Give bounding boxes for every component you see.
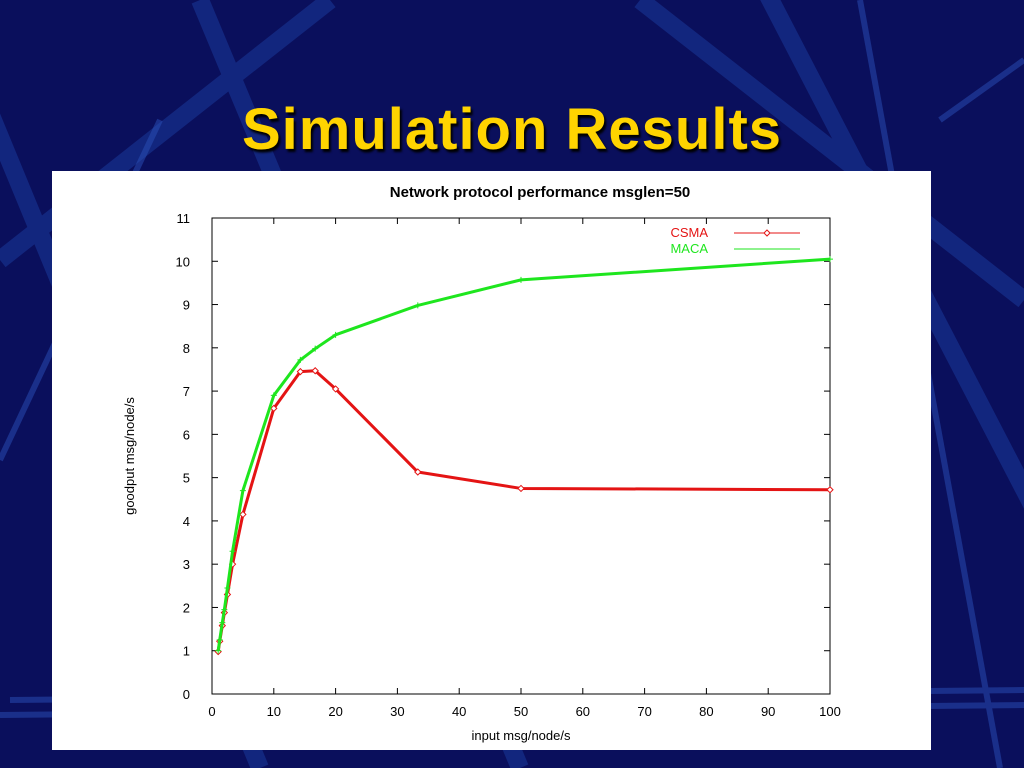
- csma-data-point: [239, 510, 247, 519]
- y-tick-label: 8: [183, 341, 190, 356]
- chart-title: Network protocol performance msglen=50: [390, 184, 691, 201]
- slide-title: Simulation Results: [241, 97, 783, 162]
- maca-data-point: [216, 636, 223, 643]
- maca-data-point: [312, 345, 319, 352]
- legend-marker-csma: [763, 229, 771, 237]
- y-tick-label: 6: [183, 427, 190, 442]
- maca-data-point: [239, 487, 246, 494]
- maca-data-point: [215, 647, 222, 654]
- x-tick-label: 30: [390, 704, 404, 719]
- x-tick-label: 20: [328, 704, 342, 719]
- y-tick-label: 4: [183, 514, 190, 529]
- y-tick-label: 11: [177, 211, 191, 226]
- y-tick-label: 3: [183, 557, 190, 572]
- y-tick-label: 9: [183, 298, 190, 313]
- axis-ticks: 0 10 20 30 40 50 60 70 80 90 100 0 1 2 3 4 5 6 7 8 9 10 11: [176, 211, 841, 719]
- maca-data-point: [297, 356, 304, 363]
- maca-data-point: [332, 331, 339, 338]
- maca-series-line: [216, 257, 831, 651]
- y-tick-label: 7: [183, 384, 190, 399]
- csma-data-point: [270, 404, 278, 413]
- legend-label-maca: MACA: [670, 241, 708, 256]
- x-tick-label: 40: [452, 704, 466, 719]
- chart-panel: Network protocol performance msglen=50 0…: [52, 171, 931, 750]
- maca-data-point: [518, 276, 524, 283]
- legend-label-csma: CSMA: [670, 225, 708, 240]
- plot-frame: [211, 217, 831, 695]
- series-group: [214, 256, 834, 656]
- x-tick-label: 60: [576, 704, 590, 719]
- x-tick-label: 10: [267, 704, 281, 719]
- line-chart: Network protocol performance msglen=50 0…: [122, 184, 841, 743]
- csma-data-point: [311, 367, 319, 375]
- x-tick-label: 50: [514, 704, 528, 719]
- csma-data-point: [517, 484, 525, 493]
- x-tick-label: 0: [208, 704, 215, 719]
- maca-data-point: [827, 256, 833, 263]
- y-tick-label: 0: [183, 687, 190, 702]
- y-tick-label: 10: [176, 254, 190, 269]
- csma-data-point: [414, 468, 422, 476]
- maca-data-point: [414, 302, 421, 309]
- x-axis-label: input msg/node/s: [471, 728, 571, 743]
- csma-data-point: [826, 486, 834, 494]
- x-tick-label: 100: [819, 704, 841, 719]
- y-tick-label: 5: [183, 471, 190, 486]
- y-tick-label: 1: [183, 644, 190, 659]
- maca-data-point: [221, 606, 228, 613]
- csma-data-point: [296, 367, 305, 376]
- maca-data-point: [270, 392, 277, 399]
- y-tick-label: 2: [183, 600, 190, 615]
- x-tick-label: 80: [699, 704, 713, 719]
- csma-series-line: [216, 369, 831, 652]
- x-tick-label: 70: [637, 704, 651, 719]
- maca-data-point: [224, 584, 231, 591]
- maca-data-point: [229, 548, 236, 555]
- y-axis-label: goodput msg/node/s: [122, 397, 137, 515]
- maca-data-point: [219, 619, 226, 626]
- csma-data-point: [331, 385, 340, 393]
- x-tick-label: 90: [761, 704, 775, 719]
